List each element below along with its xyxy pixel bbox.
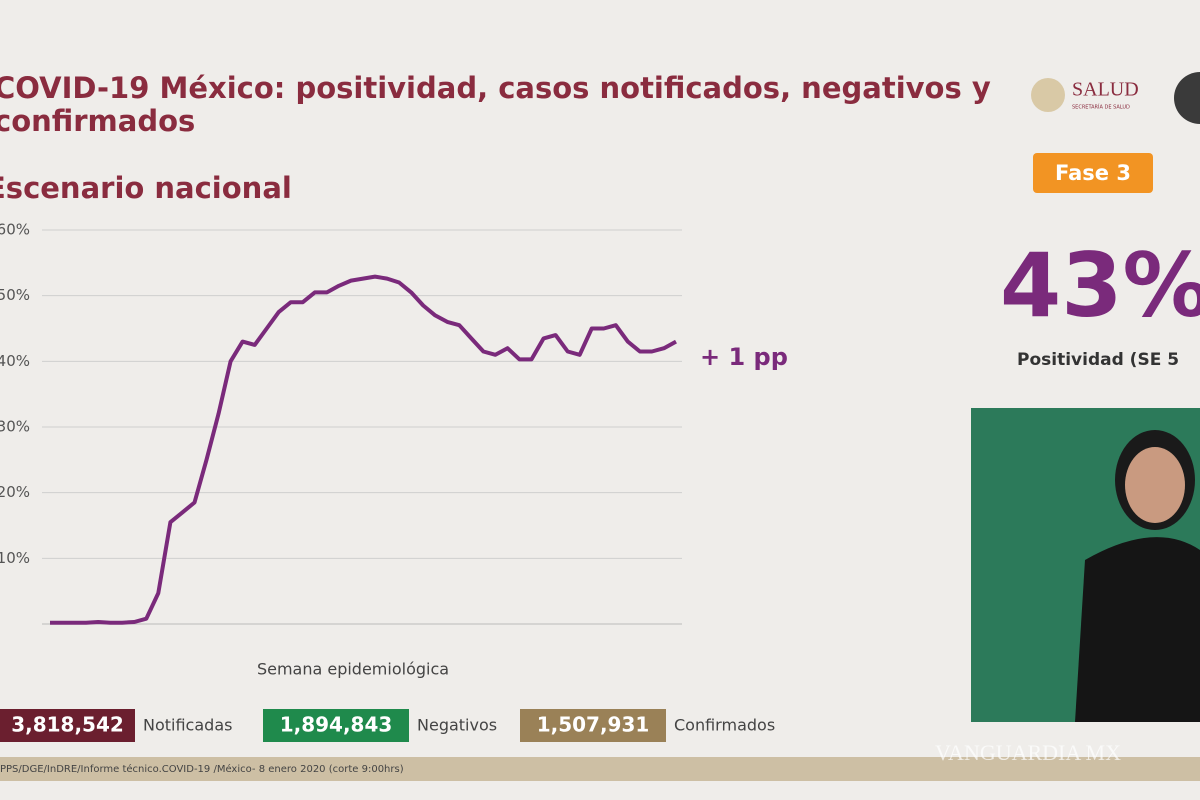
annotation: + 1 pp [700, 343, 788, 371]
logo-subtext: SECRETARÍA DE SALUD [1072, 104, 1130, 111]
phase-badge [1033, 153, 1153, 193]
y-tick-label: 30% [0, 418, 30, 436]
x-axis-label: Semana epidemiológica [257, 660, 449, 679]
stat-label: Confirmados [674, 716, 775, 735]
logo-emblem [1031, 78, 1065, 112]
footer-source: PPS/DGE/InDRE/Informe técnico.COVID-19 /… [0, 763, 404, 775]
interpreter-face [1125, 447, 1185, 523]
stats: 3,818,542 Notificadas 1,894,843 Negativos 1,… [0, 709, 775, 742]
y-tick-label: 40% [0, 352, 30, 370]
seal [1174, 72, 1200, 124]
logo-text: SALUD [1072, 79, 1139, 101]
title-line-2: confirmados [0, 104, 195, 138]
y-tick-label: 60% [0, 221, 30, 239]
stat-label: Negativos [417, 716, 497, 735]
footer-bar [0, 757, 1200, 781]
y-tick-label: 50% [0, 286, 30, 304]
interpreter-body [1075, 537, 1200, 722]
y-tick-label: 10% [0, 549, 30, 567]
watermark: VANGUARDIA MX [935, 740, 1121, 765]
y-tick-label: 20% [0, 483, 30, 501]
subtitle: Escenario nacional [0, 171, 292, 205]
positivity-line [50, 274, 677, 625]
stat-box [520, 709, 666, 742]
stat-value: 1,894,843 [280, 713, 393, 737]
positivity-label: Positividad (SE 5 [1017, 350, 1179, 370]
stat-box [263, 709, 409, 742]
stat-box [0, 709, 135, 742]
title-line-1: COVID-19 México: positividad, casos noti… [0, 71, 991, 105]
stat-label: Notificadas [143, 716, 232, 735]
stat-value: 3,818,542 [11, 713, 124, 737]
phase-text: Fase 3 [1055, 161, 1131, 185]
stat-value: 1,507,931 [537, 713, 650, 737]
positivity-value: 43% [1000, 234, 1200, 337]
chart: Semana epidemiológica + 1 pp 10% 20% 30% 40… [0, 221, 788, 679]
